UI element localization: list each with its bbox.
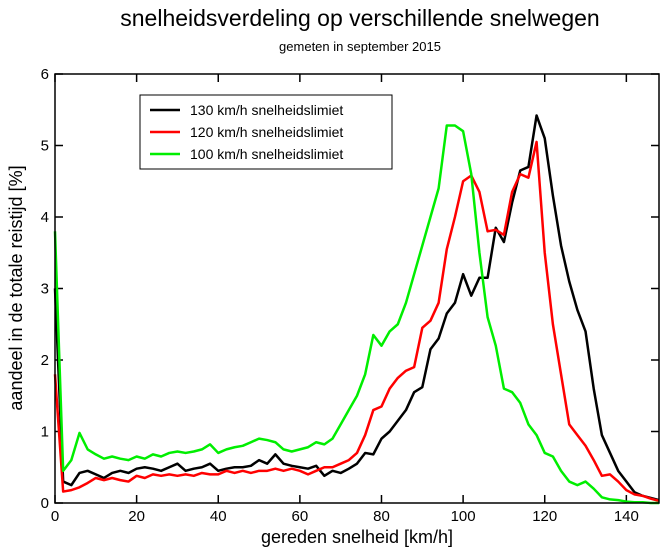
x-axis-label: gereden snelheid [km/h] [261,527,453,547]
y-tick-label: 3 [41,281,49,298]
data-line [53,140,660,503]
y-axis-label: aandeel in de totale reistijd [%] [6,165,26,410]
legend-label: 130 km/h snelheidslimiet [190,102,343,118]
chart-subtitle: gemeten in september 2015 [279,39,441,54]
x-tick-label: 140 [614,508,639,525]
y-tick-label: 0 [41,495,49,512]
x-tick-label: 40 [210,508,227,525]
x-tick-label: 100 [451,508,476,525]
y-tick-label: 6 [41,66,49,83]
x-tick-label: 120 [532,508,557,525]
y-tick-label: 2 [41,352,49,369]
data-line [53,114,660,502]
chart-title: snelheidsverdeling op verschillende snel… [120,5,599,31]
x-tick-label: 20 [128,508,145,525]
x-tick-label: 80 [373,508,390,525]
x-tick-label: 0 [51,508,59,525]
legend-label: 120 km/h snelheidslimiet [190,124,343,140]
data-line [53,124,659,505]
y-tick-label: 4 [41,209,49,226]
y-tick-label: 1 [41,424,49,441]
legend-box [139,94,393,170]
y-tick-label: 5 [41,138,49,155]
legend-label: 100 km/h snelheidslimiet [190,146,343,162]
x-tick-label: 60 [292,508,309,525]
plot-frame [54,73,660,504]
